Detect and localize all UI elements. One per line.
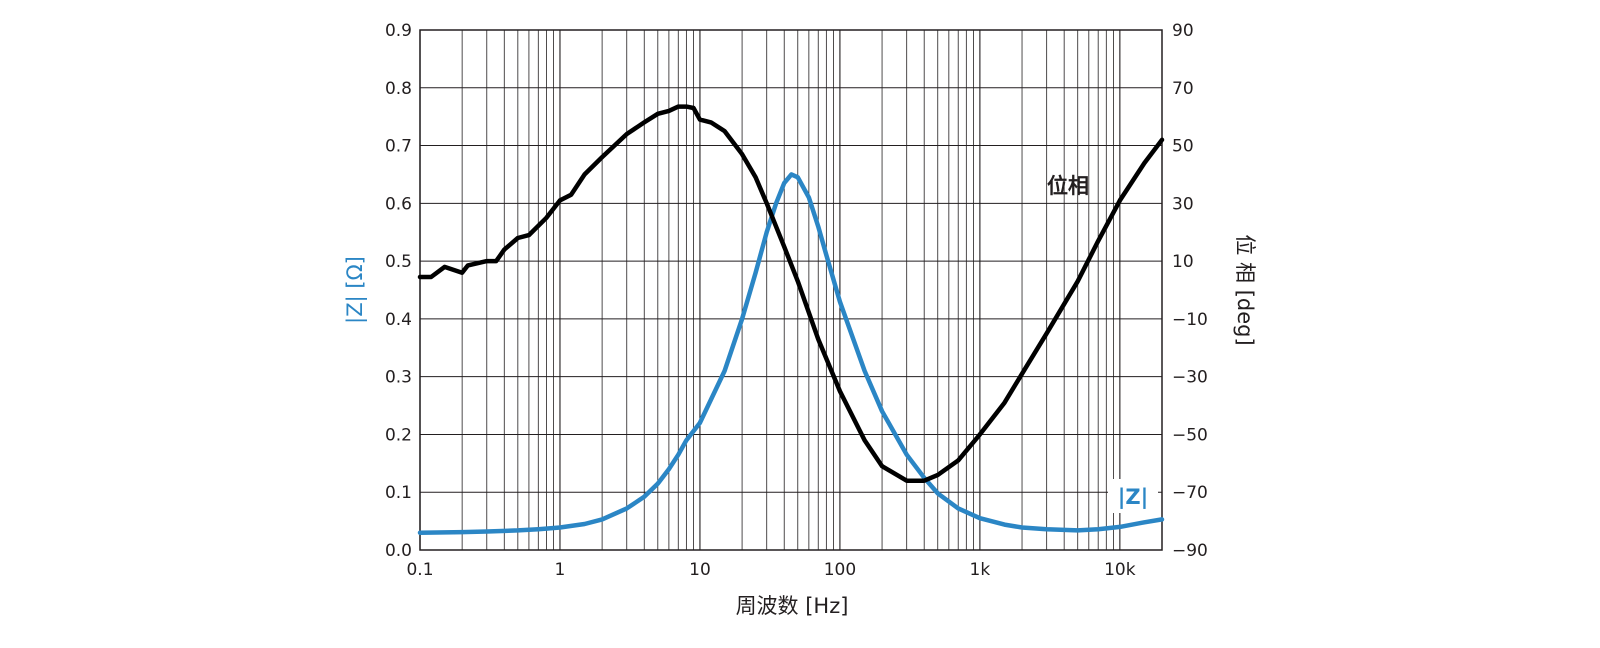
impedance-label-background: [1108, 479, 1158, 513]
y-right-tick-label: −50: [1172, 425, 1208, 445]
impedance-series-label: |Z|: [1108, 479, 1158, 513]
y-left-axis-tick-labels: 0.0 0.1 0.2 0.3 0.4 0.5 0.6 0.7 0.8 0.9: [385, 21, 412, 561]
impedance-label-text: |Z|: [1118, 485, 1149, 510]
y-left-tick-label: 0.6: [385, 194, 412, 214]
y-right-tick-label: 30: [1172, 194, 1194, 214]
y-left-tick-label: 0.5: [385, 252, 412, 272]
x-tick-label: 10k: [1104, 560, 1136, 580]
y-right-tick-label: −90: [1172, 541, 1208, 561]
series-layer: [417, 104, 1165, 535]
y-left-tick-label: 0.1: [385, 483, 412, 503]
x-tick-label: 1k: [970, 560, 991, 580]
plot-frame: [419, 29, 1163, 551]
x-axis-title: 周波数 [Hz]: [736, 594, 849, 618]
phase-series-line: [417, 104, 1165, 483]
y-left-tick-label: 0.2: [385, 425, 412, 445]
phase-series-label: 位相: [1047, 174, 1089, 198]
x-tick-label: 0.1: [406, 560, 433, 580]
y-right-tick-label: −10: [1172, 310, 1208, 330]
impedance-series-line: [417, 172, 1165, 535]
grid-major: [419, 29, 1162, 551]
y-right-axis-tick-labels: −90 −70 −50 −30 −10 10 30 50 70 90: [1172, 21, 1208, 561]
y-left-tick-label: 0.4: [385, 310, 412, 330]
y-left-axis-title: |Z| [Ω]: [343, 256, 368, 324]
y-right-tick-label: −30: [1172, 368, 1208, 388]
x-tick-label: 1: [555, 560, 566, 580]
y-right-tick-label: 90: [1172, 21, 1194, 41]
x-axis-tick-labels: 0.1 1 10 100 1k 10k: [406, 560, 1135, 580]
y-left-tick-label: 0.3: [385, 368, 412, 388]
grid-minor: [461, 30, 1163, 550]
y-left-tick-label: 0.8: [385, 79, 412, 99]
y-right-tick-label: −70: [1172, 483, 1208, 503]
y-right-axis-title: 位 相 [deg]: [1233, 234, 1257, 345]
y-left-tick-label: 0.0: [385, 541, 412, 561]
y-right-tick-label: 10: [1172, 252, 1194, 272]
x-tick-label: 100: [824, 560, 856, 580]
x-tick-label: 10: [689, 560, 711, 580]
y-right-tick-label: 50: [1172, 137, 1194, 157]
y-right-tick-label: 70: [1172, 79, 1194, 99]
y-left-tick-label: 0.9: [385, 21, 412, 41]
y-left-tick-label: 0.7: [385, 137, 412, 157]
